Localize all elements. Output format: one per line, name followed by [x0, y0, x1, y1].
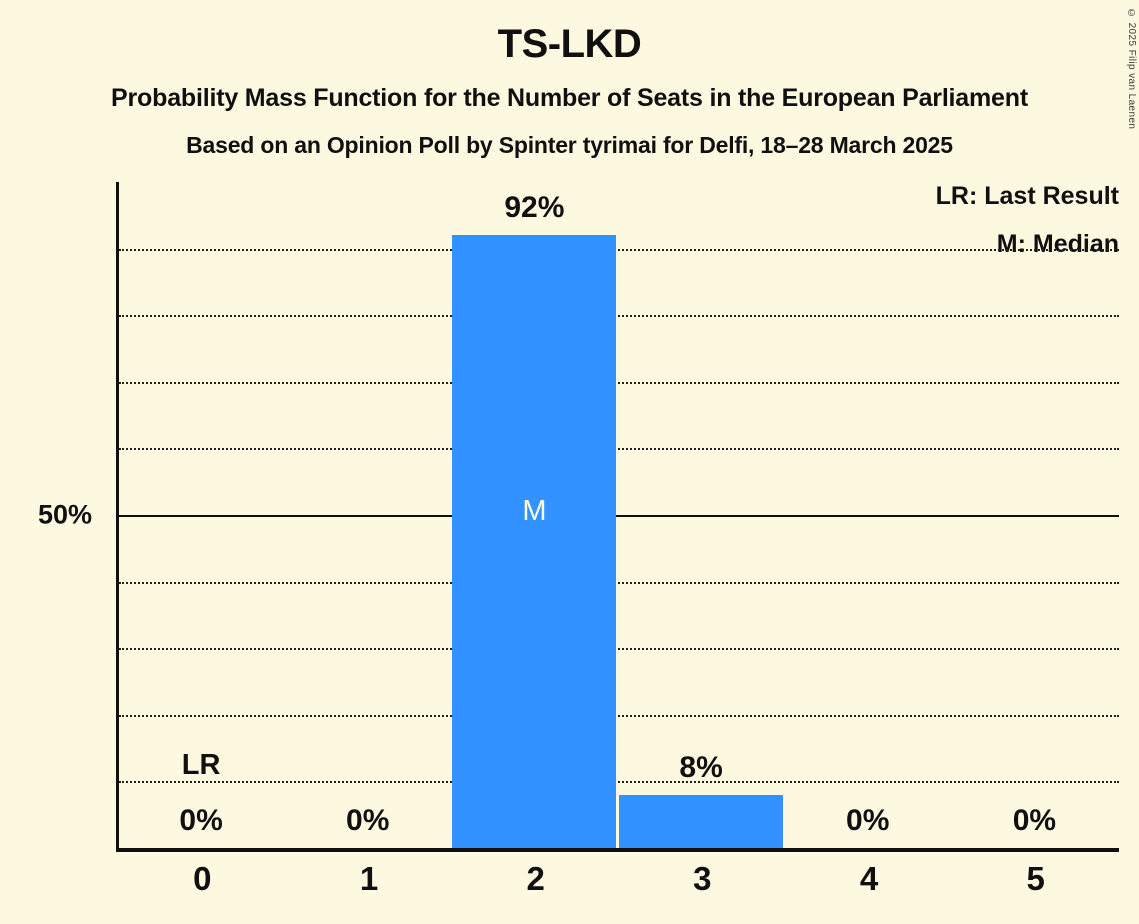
bar-group[interactable]: 8%	[619, 182, 784, 848]
chart-subtitle: Probability Mass Function for the Number…	[111, 84, 1028, 112]
x-axis-tick-label: 3	[693, 860, 712, 897]
bar-value-label: 0%	[346, 804, 390, 837]
gridline	[119, 581, 1119, 584]
bar-value-label: 8%	[679, 750, 723, 784]
chart-source-line: Based on an Opinion Poll by Spinter tyri…	[186, 132, 953, 158]
bar-group[interactable]: 92% M	[452, 182, 617, 848]
gridline-major	[119, 515, 1119, 517]
page-title: TS-LKD	[497, 22, 642, 66]
bar-group[interactable]: 0%	[952, 182, 1116, 848]
gridline	[119, 248, 1119, 251]
bar-group[interactable]: 0% LR	[119, 182, 283, 848]
gridline	[119, 648, 1119, 651]
bar-value-label: 0%	[846, 804, 890, 837]
bar-value-label: 0%	[179, 804, 223, 837]
chart-legend: LR: Last Result M: Median	[936, 184, 1119, 257]
bars-layer: 0% LR 0% 92% M 8% 0% 0%	[119, 182, 1119, 848]
bar-group[interactable]: 0%	[786, 182, 950, 848]
x-axis-tick-label: 1	[359, 860, 379, 897]
bar[interactable]	[619, 794, 784, 848]
x-axis-tick-label: 2	[526, 860, 545, 897]
x-axis-tick-label: 4	[859, 860, 879, 897]
last-result-marker: LR	[181, 749, 221, 781]
copyright-notice: © 2025 Filip van Laenen	[1126, 8, 1137, 130]
gridline	[119, 448, 1119, 451]
gridline	[119, 714, 1119, 717]
gridline	[119, 781, 1119, 784]
legend-item-last-result: LR: Last Result	[935, 182, 1119, 210]
median-marker: M	[522, 495, 547, 528]
y-axis	[116, 182, 119, 852]
plot-area: 50% 0% LR 0% 92% M 8% 0% 0%	[38, 182, 1119, 852]
x-axis	[116, 848, 1119, 852]
x-axis-tick-label: 5	[1026, 860, 1045, 897]
y-axis-tick-label: 50%	[37, 499, 92, 530]
bar-value-label: 0%	[1012, 804, 1057, 837]
bar[interactable]	[452, 235, 617, 848]
gridline	[119, 381, 1119, 384]
bar-value-label: 92%	[504, 191, 565, 225]
gridline	[119, 315, 1119, 318]
x-axis-tick-label: 0	[193, 860, 212, 897]
legend-item-median: M: Median	[996, 230, 1119, 258]
chart-header: TS-LKD Probability Mass Function for the…	[0, 0, 1139, 157]
bar-group[interactable]: 0%	[286, 182, 450, 848]
